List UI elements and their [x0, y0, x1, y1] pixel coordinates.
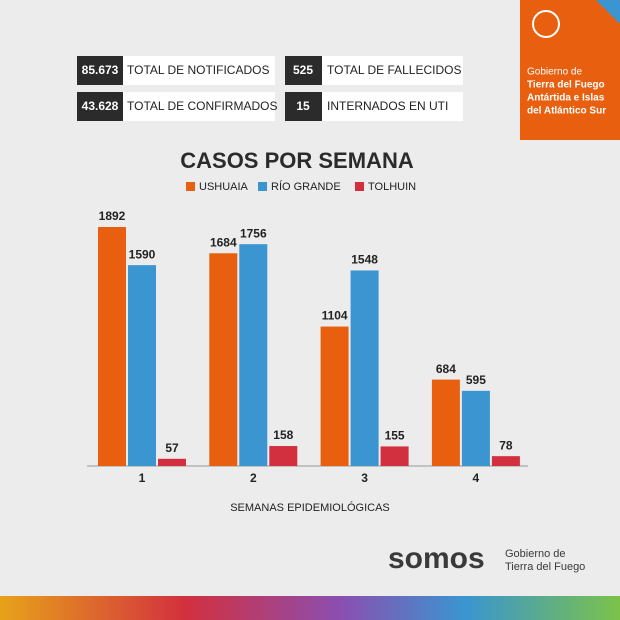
x-axis-label: SEMANAS EPIDEMIOLÓGICAS — [230, 501, 390, 514]
coat-of-arms — [532, 10, 560, 38]
stat-value: 15 — [296, 99, 310, 113]
x-tick-label: 2 — [250, 471, 257, 485]
x-tick-label: 3 — [361, 471, 368, 485]
stat-label-box — [322, 92, 463, 121]
bar — [431, 379, 460, 466]
bar — [380, 446, 409, 466]
stat-value: 525 — [293, 63, 313, 77]
legend-swatch — [258, 182, 267, 191]
bar — [239, 244, 268, 466]
stat-label: TOTAL DE NOTIFICADOS — [127, 63, 269, 77]
badge-line: Antártida e Islas — [527, 93, 605, 104]
bar — [269, 446, 298, 466]
value-label: 1756 — [240, 226, 267, 240]
stat-label-box — [123, 56, 275, 85]
brand-logo: somos — [388, 542, 485, 575]
value-label: 1548 — [351, 253, 378, 267]
bar — [98, 227, 126, 466]
stat-label-box — [123, 92, 275, 121]
value-label: 57 — [165, 441, 179, 455]
badge-line: del Atlántico Sur — [527, 106, 606, 117]
stats: 85.673 TOTAL DE NOTIFICADOS 43.628 TOTAL… — [77, 56, 463, 121]
value-label: 1104 — [322, 309, 348, 323]
brand-line: Gobierno de — [505, 548, 566, 560]
x-tick-label: 1 — [139, 471, 146, 485]
bar — [158, 458, 186, 466]
bar — [209, 253, 238, 466]
bar — [320, 326, 349, 466]
value-label: 595 — [466, 373, 486, 387]
bar — [491, 456, 520, 466]
bar — [350, 270, 379, 466]
government-badge: Gobierno de Tierra del Fuego Antártida e… — [520, 0, 620, 140]
legend-swatch — [186, 182, 195, 191]
stat-label-box — [322, 56, 463, 85]
value-label: 684 — [436, 362, 456, 376]
stat-label: TOTAL DE CONFIRMADOS — [127, 99, 277, 113]
legend-label: RÍO GRANDE — [271, 180, 341, 193]
stat-value-box — [285, 92, 322, 121]
bar — [461, 390, 490, 466]
stat-value: 43.628 — [82, 99, 119, 113]
legend-label: USHUAIA — [199, 181, 249, 193]
stat-value-box — [77, 92, 123, 121]
value-label: 155 — [385, 429, 405, 443]
badge-line: Tierra del Fuego — [527, 80, 605, 91]
rainbow-strip — [0, 596, 620, 620]
chart-title: CASOS POR SEMANA — [180, 148, 414, 173]
badge-corner — [596, 0, 620, 24]
stat-value-box — [285, 56, 322, 85]
brand-line: Tierra del Fuego — [505, 561, 585, 573]
chart: USHUAIA RÍO GRANDE TOLHUIN 1 1892 1590 57 2 1684… — [98, 180, 520, 485]
legend-swatch — [355, 182, 364, 191]
stat-value: 85.673 — [82, 63, 119, 77]
value-label: 78 — [499, 438, 513, 452]
bar — [128, 265, 156, 466]
value-label: 1590 — [129, 247, 156, 261]
x-tick-label: 4 — [473, 471, 480, 485]
stat-label: INTERNADOS EN UTI — [327, 99, 448, 113]
value-label: 1684 — [210, 235, 237, 249]
stat-label: TOTAL DE FALLECIDOS — [327, 63, 461, 77]
badge-background — [520, 0, 620, 140]
badge-line: Gobierno de — [527, 67, 582, 78]
value-label: 158 — [273, 428, 293, 442]
value-label: 1892 — [99, 209, 126, 223]
stat-value-box — [77, 56, 123, 85]
legend-label: TOLHUIN — [368, 181, 416, 193]
